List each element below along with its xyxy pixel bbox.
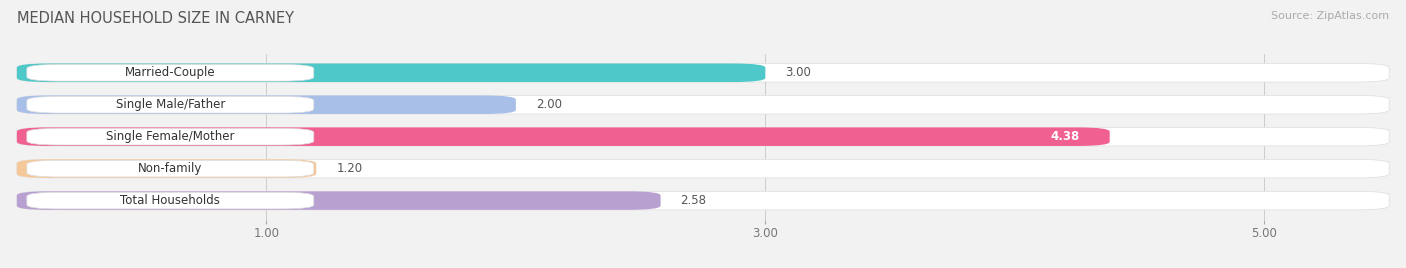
Text: Source: ZipAtlas.com: Source: ZipAtlas.com: [1271, 11, 1389, 21]
Text: Single Male/Father: Single Male/Father: [115, 98, 225, 111]
FancyBboxPatch shape: [17, 159, 316, 178]
FancyBboxPatch shape: [17, 191, 661, 210]
Text: MEDIAN HOUSEHOLD SIZE IN CARNEY: MEDIAN HOUSEHOLD SIZE IN CARNEY: [17, 11, 294, 26]
FancyBboxPatch shape: [17, 127, 1389, 146]
FancyBboxPatch shape: [27, 96, 314, 113]
Text: 2.58: 2.58: [681, 194, 707, 207]
FancyBboxPatch shape: [17, 64, 1389, 82]
Text: 4.38: 4.38: [1050, 130, 1080, 143]
FancyBboxPatch shape: [27, 128, 314, 145]
FancyBboxPatch shape: [17, 95, 1389, 114]
Text: Married-Couple: Married-Couple: [125, 66, 215, 79]
FancyBboxPatch shape: [17, 159, 1389, 178]
Text: 3.00: 3.00: [786, 66, 811, 79]
Text: 1.20: 1.20: [336, 162, 363, 175]
FancyBboxPatch shape: [17, 191, 1389, 210]
FancyBboxPatch shape: [17, 64, 765, 82]
Text: Total Households: Total Households: [121, 194, 221, 207]
FancyBboxPatch shape: [27, 160, 314, 177]
Text: Non-family: Non-family: [138, 162, 202, 175]
FancyBboxPatch shape: [27, 192, 314, 209]
FancyBboxPatch shape: [27, 65, 314, 81]
FancyBboxPatch shape: [17, 95, 516, 114]
Text: Single Female/Mother: Single Female/Mother: [105, 130, 235, 143]
FancyBboxPatch shape: [17, 127, 1109, 146]
Text: 2.00: 2.00: [536, 98, 562, 111]
